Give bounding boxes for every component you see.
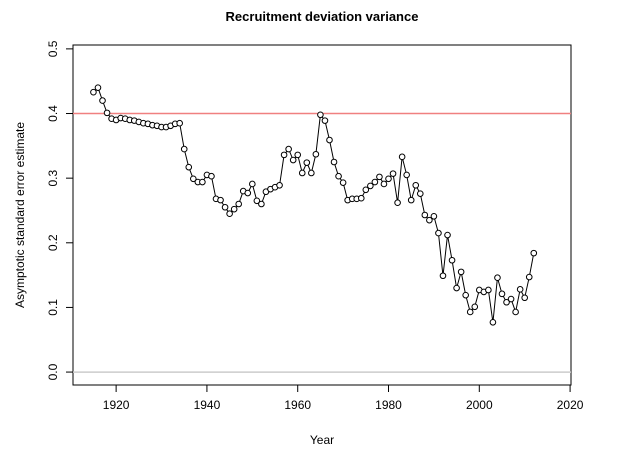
data-line: [93, 86, 535, 323]
y-axis-label: Asymptotic standard error estimate: [13, 122, 27, 308]
data-point: [285, 145, 292, 153]
y-tick-label: 0.2: [46, 234, 60, 251]
data-point: [398, 153, 406, 161]
data-point: [453, 284, 460, 292]
data-point: [471, 303, 479, 311]
data-point: [412, 181, 420, 189]
y-tick-label: 0.4: [46, 105, 60, 122]
x-tick-label: 1960: [284, 398, 311, 412]
data-point: [389, 170, 397, 177]
data-point: [439, 272, 447, 280]
data-point: [94, 84, 102, 91]
data-point: [330, 158, 338, 166]
x-tick-label: 1980: [375, 398, 402, 412]
data-point: [176, 119, 183, 127]
data-point: [312, 150, 320, 158]
data-point: [258, 200, 265, 208]
x-tick-label: 1920: [103, 398, 130, 412]
data-point: [376, 173, 383, 181]
data-point: [335, 172, 342, 180]
data-point: [416, 190, 424, 197]
data-point: [357, 194, 365, 202]
data-point: [503, 298, 510, 306]
y-tick-label: 0.5: [46, 40, 60, 57]
data-point: [435, 229, 442, 237]
data-point: [426, 216, 433, 224]
data-point: [99, 97, 106, 104]
data-point: [485, 286, 492, 294]
data-point: [249, 180, 256, 188]
x-tick-label: 2020: [557, 398, 584, 412]
data-point: [185, 163, 193, 171]
data-point: [498, 290, 506, 298]
data-point: [444, 231, 451, 239]
data-point: [317, 111, 324, 119]
data-point: [521, 294, 528, 302]
data-point: [362, 186, 370, 194]
data-point: [294, 151, 302, 159]
data-point: [371, 178, 379, 186]
data-point: [421, 211, 429, 219]
data-point: [448, 256, 456, 264]
data-point: [530, 249, 538, 257]
chart-title: Recruitment deviation variance: [226, 9, 419, 24]
y-tick-label: 0.1: [46, 299, 60, 316]
data-point: [303, 159, 311, 166]
data-point: [367, 182, 374, 190]
x-tick-label: 1940: [194, 398, 221, 412]
data-point: [226, 210, 233, 218]
data-point: [407, 196, 415, 204]
data-point: [180, 145, 188, 153]
data-point: [235, 200, 242, 208]
data-point: [512, 308, 519, 316]
data-point: [199, 178, 206, 186]
data-point: [280, 151, 288, 159]
data-point: [308, 169, 315, 177]
data-point: [276, 181, 283, 189]
data-point: [326, 136, 333, 144]
data-point: [90, 88, 97, 96]
data-point: [403, 171, 410, 179]
data-point: [494, 274, 501, 281]
data-point: [244, 189, 252, 197]
data-point: [289, 156, 297, 164]
data-point: [457, 268, 465, 276]
x-axis-label: Year: [310, 433, 334, 447]
data-point: [221, 203, 229, 211]
data-point: [339, 179, 347, 186]
data-point: [507, 295, 515, 303]
data-point: [321, 117, 329, 124]
data-point: [466, 308, 474, 316]
y-tick-label: 0.0: [46, 363, 60, 380]
y-tick-label: 0.3: [46, 169, 60, 186]
data-point: [380, 180, 388, 188]
data-point: [385, 175, 392, 183]
data-point: [298, 169, 306, 177]
data-point: [525, 273, 533, 281]
data-point: [516, 286, 524, 293]
data-point: [430, 212, 438, 220]
data-point: [253, 197, 261, 205]
data-point: [103, 109, 111, 117]
plot-box: [72, 44, 572, 386]
x-tick-label: 2000: [466, 398, 493, 412]
data-point: [190, 175, 197, 183]
data-point: [208, 172, 215, 180]
data-point: [217, 196, 224, 204]
data-point: [489, 319, 497, 326]
data-point: [394, 199, 401, 207]
data-point: [230, 205, 238, 213]
data-point: [462, 291, 469, 299]
